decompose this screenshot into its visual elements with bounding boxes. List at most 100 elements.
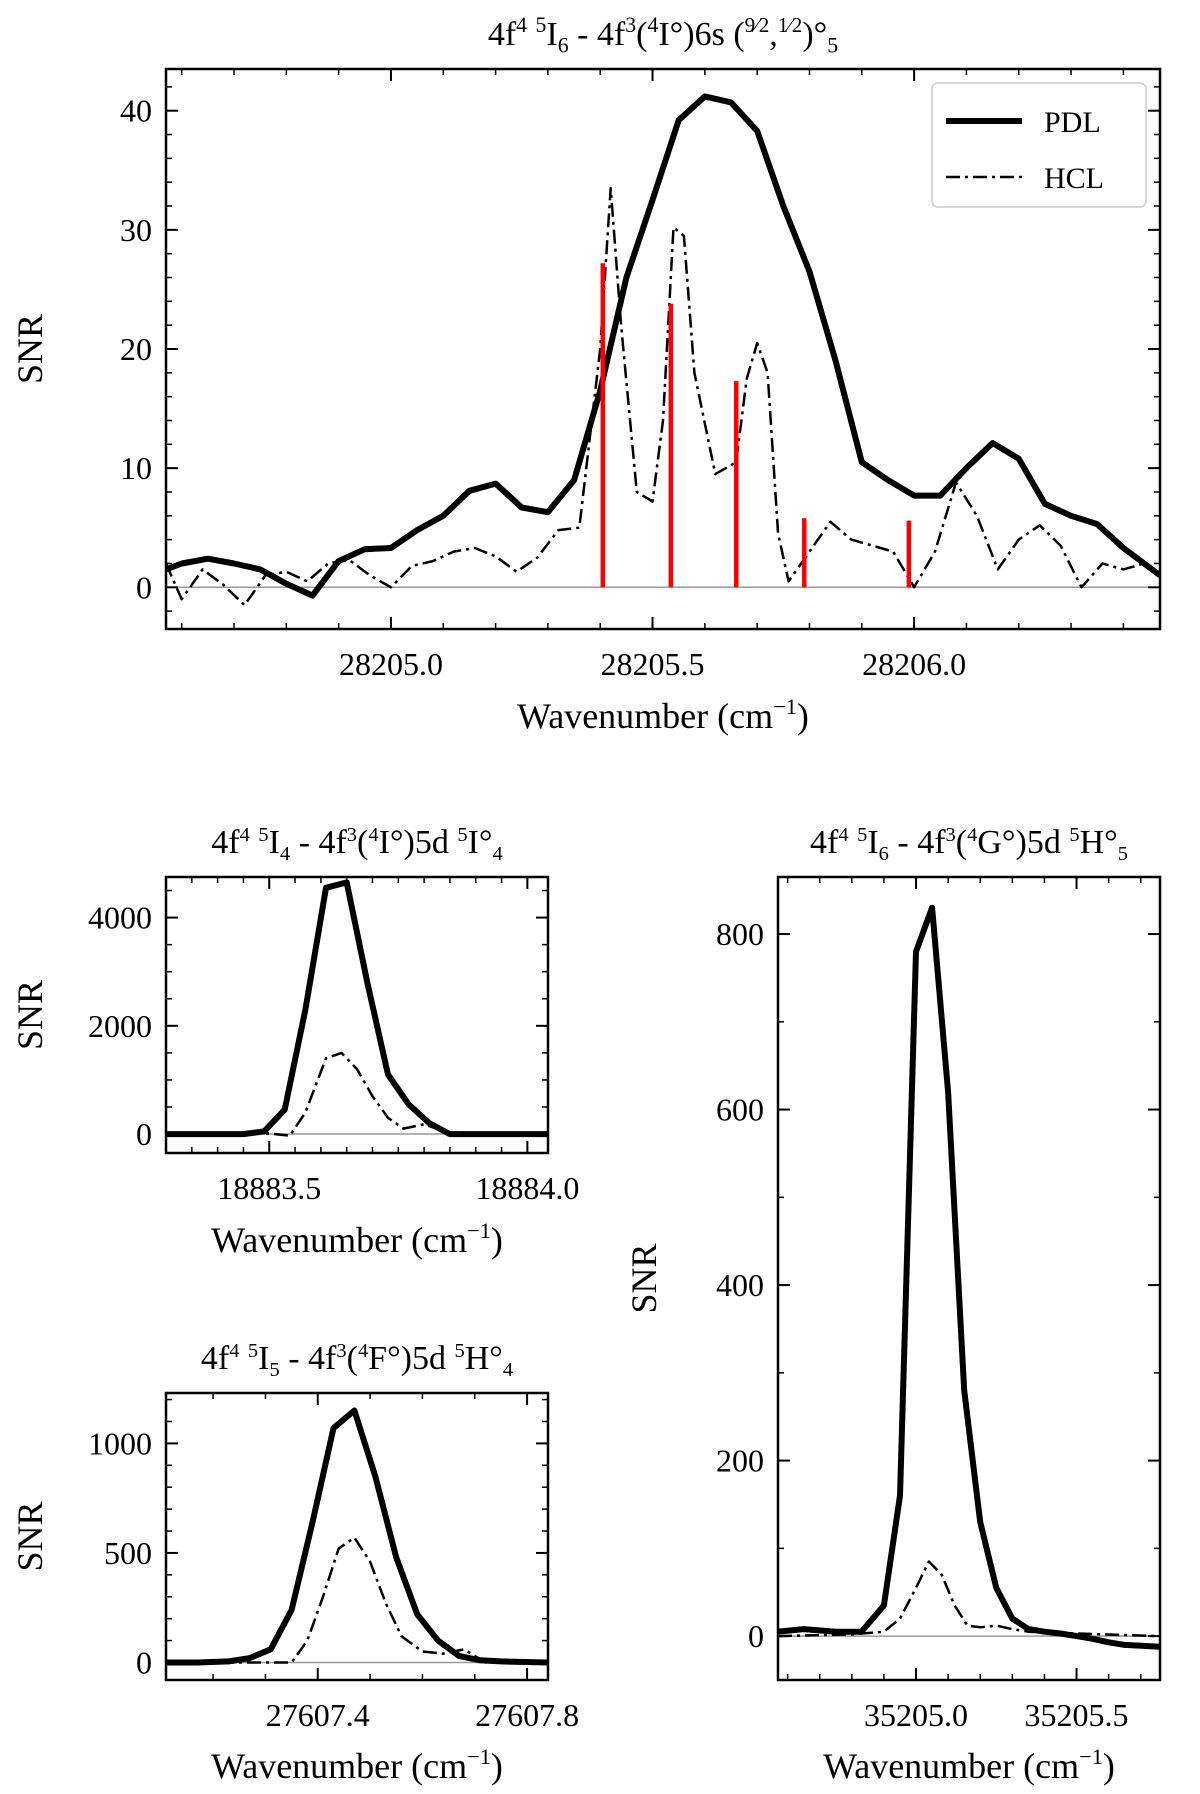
y-tick-label: 800 bbox=[716, 916, 764, 952]
title-part: 5 bbox=[269, 1359, 279, 1381]
x-tick-label: 27607.8 bbox=[475, 1697, 579, 1733]
title-part: 5 bbox=[1118, 843, 1128, 865]
title-frac-num: 1⁄2 bbox=[778, 13, 803, 37]
y-axis-label: SNR bbox=[10, 314, 50, 384]
series-hcl bbox=[166, 1536, 548, 1664]
title-part: I bbox=[258, 1340, 269, 1377]
y-tick-label: 2000 bbox=[88, 1008, 152, 1044]
legend-label-hcl: HCL bbox=[1044, 162, 1104, 195]
title-part: - 4f bbox=[290, 824, 347, 861]
title-part: 4 bbox=[280, 843, 290, 865]
chart-title: 4f4 5I6 - 4f3(4I°)6s (9⁄2,1⁄2)°5 bbox=[488, 13, 838, 57]
series-group bbox=[778, 904, 1160, 1650]
y-tick-label: 30 bbox=[120, 212, 152, 248]
title-part: I°)6s ( bbox=[658, 16, 744, 53]
title-part: ( bbox=[956, 824, 967, 861]
y-tick-label: 500 bbox=[104, 1535, 152, 1571]
title-part: 4f bbox=[488, 16, 517, 53]
title-part: 3 bbox=[347, 824, 357, 846]
x-axis-label-tail: ) bbox=[491, 1220, 503, 1260]
title-part: - 4f bbox=[569, 16, 626, 53]
title-part: 4f bbox=[201, 1340, 230, 1377]
x-axis-label-tail: ) bbox=[1103, 1746, 1115, 1786]
title-part: 4f bbox=[810, 824, 839, 861]
x-axis-label-sup: −1 bbox=[467, 1744, 491, 1769]
series-hcl bbox=[166, 186, 1160, 607]
title-part: 5 bbox=[827, 33, 838, 57]
x-tick-label: 28205.0 bbox=[339, 646, 443, 682]
title-part bbox=[239, 1340, 248, 1377]
title-part: 4 bbox=[503, 1359, 513, 1381]
x-tick-label: 27607.4 bbox=[266, 1697, 370, 1733]
x-tick-label: 18884.0 bbox=[475, 1170, 579, 1206]
title-part: 4 bbox=[647, 13, 658, 37]
legend-label-pdl: PDL bbox=[1044, 106, 1101, 139]
x-axis-label-sup: −1 bbox=[467, 1218, 491, 1243]
title-part: 4 bbox=[368, 824, 378, 846]
y-tick-label: 0 bbox=[748, 1618, 764, 1654]
x-axis-label-main: Wavenumber (cm bbox=[517, 696, 773, 736]
title-part: 5 bbox=[248, 1340, 258, 1362]
y-tick-label: 400 bbox=[716, 1267, 764, 1303]
title-part bbox=[849, 824, 858, 861]
title-part: 4 bbox=[358, 1340, 368, 1362]
x-axis-label: Wavenumber (cm−1) bbox=[211, 1744, 503, 1786]
y-tick-label: 20 bbox=[120, 331, 152, 367]
title-part: 4 bbox=[967, 824, 977, 846]
title-part: H° bbox=[1080, 824, 1118, 861]
x-tick-label: 35205.5 bbox=[1025, 1697, 1129, 1733]
x-axis-label-sup: −1 bbox=[1079, 1744, 1103, 1769]
y-tick-label: 10 bbox=[120, 450, 152, 486]
x-tick-label: 28206.0 bbox=[862, 646, 966, 682]
y-tick-label: 4000 bbox=[88, 900, 152, 936]
title-part: F°)5d bbox=[368, 1340, 454, 1377]
title-part: 4f bbox=[211, 824, 240, 861]
chart-title: 4f4 5I4 - 4f3(4I°)5d 5I°4 bbox=[211, 824, 502, 865]
x-tick-label: 35205.0 bbox=[864, 1697, 968, 1733]
title-part: , bbox=[769, 16, 778, 53]
title-part: 5 bbox=[457, 824, 467, 846]
x-axis-label-tail: ) bbox=[797, 696, 809, 736]
title-part: )° bbox=[802, 16, 827, 53]
x-axis-label-tail: ) bbox=[491, 1746, 503, 1786]
series-hcl bbox=[166, 1051, 548, 1137]
y-tick-label: 200 bbox=[716, 1443, 764, 1479]
y-tick-label: 1000 bbox=[88, 1425, 152, 1461]
axes-frame bbox=[776, 875, 1162, 1682]
axes-frame bbox=[164, 875, 550, 1155]
axes-frame bbox=[164, 67, 1162, 631]
title-part: I bbox=[867, 824, 878, 861]
title-part: I bbox=[269, 824, 280, 861]
title-part: 5 bbox=[455, 1340, 465, 1362]
axes-frame bbox=[164, 1391, 550, 1682]
title-part: 5 bbox=[1069, 824, 1079, 846]
y-tick-label: 0 bbox=[136, 569, 152, 605]
ticks bbox=[778, 877, 1160, 1680]
y-axis-label: SNR bbox=[624, 1243, 664, 1313]
legend-frame bbox=[931, 82, 1147, 208]
y-axis-label: SNR bbox=[10, 980, 50, 1050]
title-part: H° bbox=[465, 1340, 503, 1377]
x-axis-label: Wavenumber (cm−1) bbox=[517, 694, 809, 736]
title-part: 5 bbox=[536, 13, 547, 37]
title-part bbox=[527, 16, 536, 53]
x-axis-label: Wavenumber (cm−1) bbox=[211, 1218, 503, 1260]
title-part: 4 bbox=[492, 843, 502, 865]
chart-title: 4f4 5I6 - 4f3(4G°)5d 5H°5 bbox=[810, 824, 1128, 865]
title-part: G°)5d bbox=[977, 824, 1069, 861]
title-part: 3 bbox=[625, 13, 636, 37]
title-part: ( bbox=[357, 824, 368, 861]
series-pdl bbox=[166, 879, 548, 1138]
x-axis-label-sup: −1 bbox=[773, 694, 797, 719]
x-axis-label: Wavenumber (cm−1) bbox=[823, 1744, 1115, 1786]
title-part: - 4f bbox=[889, 824, 946, 861]
ticks bbox=[166, 1393, 548, 1680]
title-part: 6 bbox=[558, 33, 569, 57]
title-part: 4 bbox=[838, 824, 848, 846]
series-group bbox=[166, 879, 548, 1138]
title-frac-num: 9⁄2 bbox=[745, 13, 770, 37]
